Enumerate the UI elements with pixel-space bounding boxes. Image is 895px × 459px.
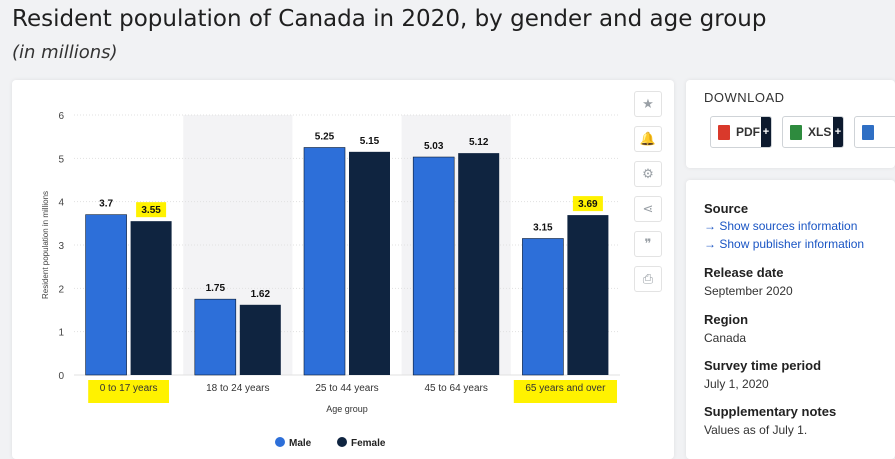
legend-marker-male bbox=[275, 437, 285, 447]
data-label: 3.15 bbox=[533, 223, 553, 234]
bar-female bbox=[458, 153, 500, 375]
release-date-heading: Release date bbox=[704, 265, 784, 280]
bar-chart: 0 1 2 3 4 5 6 Resident population in millions 3.… bbox=[41, 111, 620, 449]
release-date-value: September 2020 bbox=[704, 284, 793, 298]
gear-icon[interactable]: ⚙ bbox=[634, 161, 662, 187]
show-publisher-label: Show publisher information bbox=[719, 237, 865, 251]
y-axis-label: Resident population in millions bbox=[41, 191, 50, 299]
x-tick-label: 45 to 64 years bbox=[425, 383, 488, 394]
data-label: 5.03 bbox=[424, 141, 444, 152]
pdf-download-button[interactable]: PDF + bbox=[710, 116, 772, 148]
y-tick-label: 3 bbox=[58, 241, 64, 252]
info-panel: Source → Show sources information → Show… bbox=[686, 180, 895, 459]
y-tick-label: 5 bbox=[58, 154, 64, 165]
chart-card: 0 1 2 3 4 5 6 Resident population in millions 3.… bbox=[12, 80, 674, 459]
data-label: 1.62 bbox=[251, 289, 271, 300]
bar-female bbox=[239, 304, 281, 375]
data-label: 1.75 bbox=[206, 283, 226, 294]
data-label: 5.12 bbox=[469, 137, 489, 148]
data-label: 5.25 bbox=[315, 132, 335, 143]
xls-download-button[interactable]: XLS + bbox=[782, 116, 844, 148]
pdf-plus-icon: + bbox=[761, 117, 771, 147]
bar-male bbox=[412, 156, 455, 376]
data-label: 3.69 bbox=[578, 199, 598, 210]
y-tick-label: 4 bbox=[58, 198, 64, 209]
quote-icon[interactable]: ❞ bbox=[634, 231, 662, 257]
bar-male bbox=[85, 214, 127, 376]
region-value: Canada bbox=[704, 331, 747, 345]
survey-period-heading: Survey time period bbox=[704, 358, 822, 373]
bar-male bbox=[303, 147, 346, 376]
legend-marker-female bbox=[337, 437, 347, 447]
y-tick-label: 6 bbox=[58, 111, 64, 122]
page-title: Resident population of Canada in 2020, b… bbox=[12, 6, 767, 32]
region-heading: Region bbox=[704, 312, 749, 327]
supplementary-notes-value: Values as of July 1. bbox=[704, 423, 808, 437]
xls-label: XLS bbox=[808, 125, 832, 139]
source-heading: Source bbox=[704, 201, 749, 216]
show-publisher-link[interactable]: → Show publisher information bbox=[704, 237, 865, 251]
x-tick-label: 0 to 17 years bbox=[100, 383, 158, 394]
pdf-label: PDF bbox=[736, 125, 760, 139]
supplementary-notes-heading: Supplementary notes bbox=[704, 404, 837, 419]
bar-male bbox=[194, 298, 237, 376]
print-icon[interactable]: ⎙ bbox=[634, 266, 662, 292]
pdf-file-icon bbox=[718, 124, 730, 140]
bar-male bbox=[522, 238, 564, 376]
legend-label-female: Female bbox=[351, 438, 386, 449]
x-axis-label: Age group bbox=[326, 404, 368, 414]
y-tick-label: 1 bbox=[58, 328, 64, 339]
xls-file-icon bbox=[790, 124, 802, 140]
image-download-button[interactable] bbox=[854, 116, 895, 148]
bell-icon[interactable]: 🔔 bbox=[634, 126, 662, 152]
value-highlight bbox=[136, 202, 167, 218]
star-icon[interactable]: ★ bbox=[634, 91, 662, 117]
value-highlight bbox=[572, 196, 603, 212]
data-label: 3.7 bbox=[99, 199, 113, 210]
survey-period-value: July 1, 2020 bbox=[704, 377, 769, 391]
data-label: 5.15 bbox=[360, 136, 380, 147]
page-subtitle: (in millions) bbox=[12, 42, 118, 63]
category-highlight bbox=[88, 380, 169, 403]
chart-toolbar: ★ 🔔 ⚙ ⋖ ❞ ⎙ bbox=[634, 91, 664, 301]
xls-plus-icon: + bbox=[833, 117, 843, 147]
share-icon[interactable]: ⋖ bbox=[634, 196, 662, 222]
show-sources-label: Show sources information bbox=[719, 219, 858, 233]
x-tick-label: 65 years and over bbox=[525, 383, 606, 394]
download-panel: DOWNLOAD PDF + XLS + bbox=[686, 80, 895, 168]
show-sources-link[interactable]: → Show sources information bbox=[704, 219, 858, 233]
category-highlight bbox=[513, 380, 617, 403]
y-tick-label: 2 bbox=[58, 284, 64, 295]
x-tick-label: 18 to 24 years bbox=[206, 383, 269, 394]
y-tick-label: 0 bbox=[58, 371, 64, 382]
bar-female bbox=[567, 215, 609, 375]
legend-label-male: Male bbox=[289, 438, 312, 449]
bar-female bbox=[349, 151, 390, 375]
bar-female bbox=[130, 221, 172, 375]
x-tick-label: 25 to 44 years bbox=[315, 383, 378, 394]
download-title: DOWNLOAD bbox=[704, 90, 785, 105]
data-label: 3.55 bbox=[141, 205, 161, 216]
image-file-icon bbox=[862, 124, 874, 140]
